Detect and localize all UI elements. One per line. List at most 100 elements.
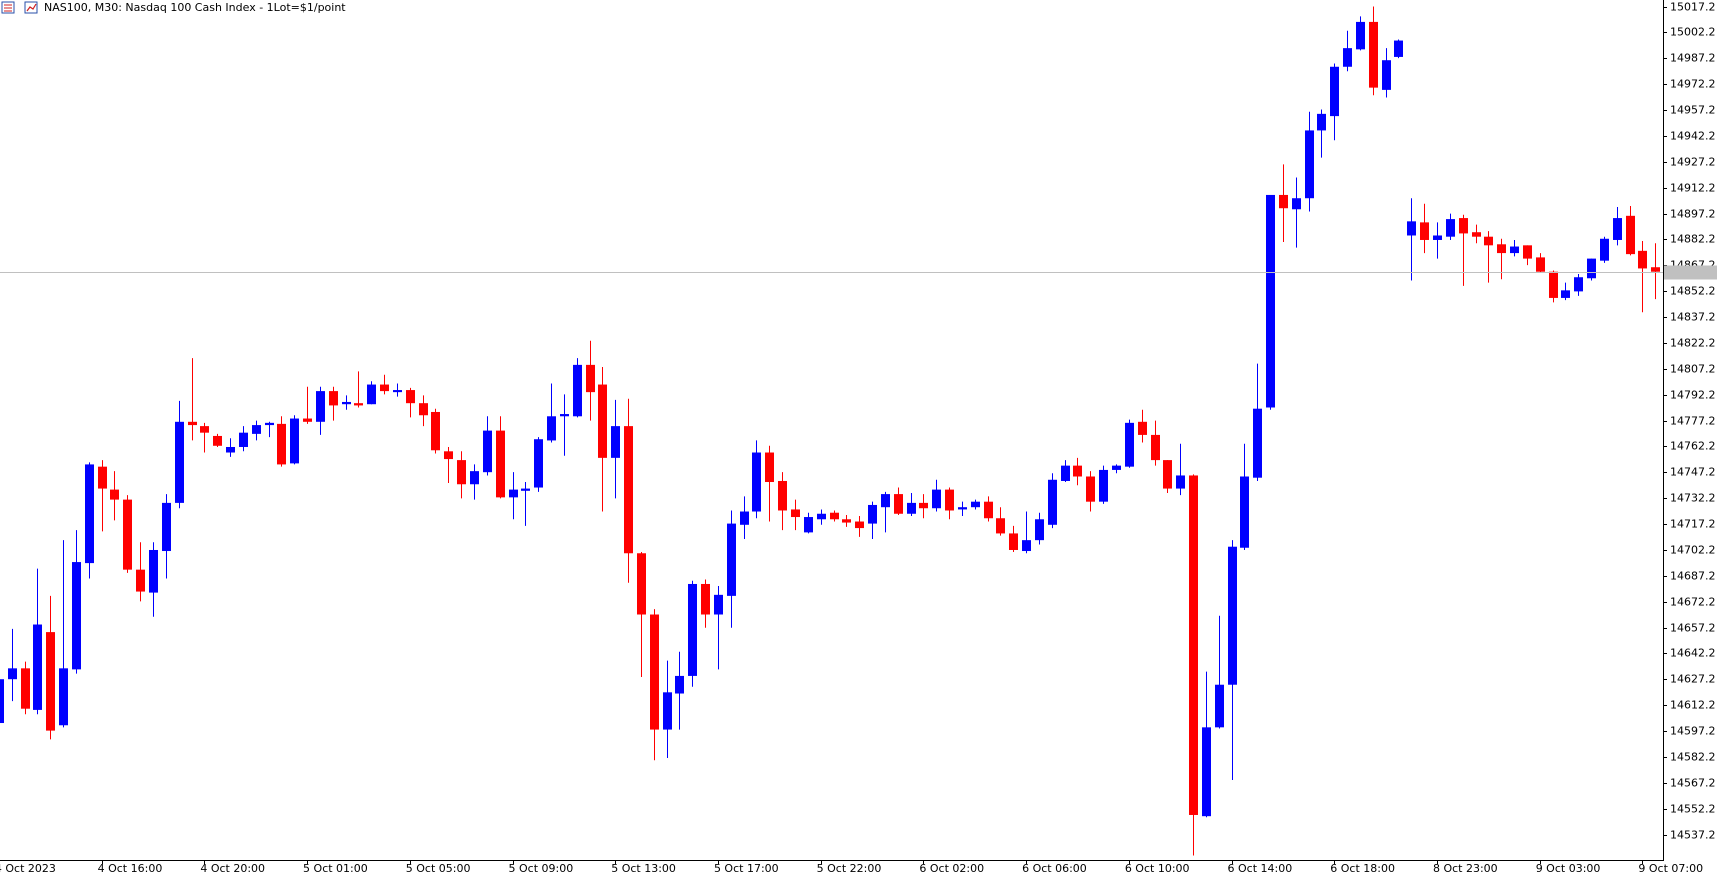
candle-body: [419, 403, 428, 416]
candle-body: [1446, 219, 1455, 237]
candle-body: [1561, 290, 1570, 298]
candle-body: [611, 426, 620, 458]
candle-body: [560, 414, 569, 417]
candle-body: [457, 460, 466, 485]
x-tick-label: 6 Oct 18:00: [1330, 862, 1395, 875]
candle-body: [534, 439, 543, 488]
candle-body: [1305, 130, 1314, 199]
candle-body: [1228, 546, 1237, 685]
candle-body: [573, 364, 582, 417]
candle-body: [1343, 48, 1352, 67]
candle-body: [1651, 267, 1660, 272]
candle-body: [496, 430, 505, 498]
candle-body: [329, 391, 338, 406]
candle-body: [239, 432, 248, 447]
x-tick-label: 6 Oct 10:00: [1125, 862, 1190, 875]
candle-body: [1138, 421, 1147, 435]
candle-body: [342, 401, 351, 405]
candle-body: [1061, 465, 1070, 481]
candle-body: [380, 384, 389, 392]
x-tick-label: 6 Oct 02:00: [919, 862, 984, 875]
candle-body: [714, 594, 723, 615]
y-tick-label: 14747.2: [1670, 466, 1716, 479]
x-tick-label: 6 Oct 06:00: [1022, 862, 1087, 875]
candle-body: [547, 416, 556, 441]
y-tick-label: 14987.2: [1670, 52, 1716, 65]
x-tick-label: 9 Oct 03:00: [1536, 862, 1601, 875]
y-tick-label: 14957.2: [1670, 104, 1716, 117]
candle-body: [765, 452, 774, 483]
candle-body: [59, 668, 68, 726]
candle-body: [1240, 476, 1249, 548]
candle-body: [624, 426, 633, 554]
candle-body: [778, 480, 787, 511]
candle-body: [290, 418, 299, 464]
candle-body: [303, 418, 312, 422]
y-tick-label: 14942.2: [1670, 130, 1716, 143]
x-tick-label: 5 Oct 01:00: [303, 862, 368, 875]
candle-body: [1420, 222, 1429, 240]
y-tick-label: 14582.2: [1670, 751, 1716, 764]
candle-body: [1613, 218, 1622, 240]
candle-body: [868, 504, 877, 524]
candle-body: [1382, 60, 1391, 90]
candle-body: [1433, 235, 1442, 240]
x-tick-label: 8 Oct 23:00: [1433, 862, 1498, 875]
y-tick-label: 14912.2: [1670, 182, 1716, 195]
candle-body: [1484, 236, 1493, 246]
candle-body: [1151, 434, 1160, 461]
candle-body: [431, 411, 440, 451]
chart-title: NAS100, M30: Nasdaq 100 Cash Index - 1Lo…: [44, 1, 346, 14]
candle-body: [1356, 21, 1365, 50]
candle-body: [354, 403, 363, 406]
y-tick-label: 14612.2: [1670, 699, 1716, 712]
candle-body: [175, 421, 184, 503]
candle-body: [1394, 40, 1403, 57]
candle-body: [46, 632, 55, 731]
candle-body: [0, 679, 4, 724]
x-tick-label: 5 Oct 22:00: [817, 862, 882, 875]
icon-chart-line: [26, 3, 37, 12]
plot-area: [0, 6, 1663, 856]
candle-body: [817, 513, 826, 520]
candle-body: [1279, 194, 1288, 209]
y-tick-label: 14927.2: [1670, 156, 1716, 169]
candle-body: [1626, 215, 1635, 255]
candle-body: [919, 502, 928, 509]
candle-body: [33, 624, 42, 710]
candle-body: [483, 430, 492, 473]
candle-body: [1163, 460, 1172, 489]
candle-body: [1176, 475, 1185, 489]
candle-body: [1086, 476, 1095, 502]
candle-body: [958, 507, 967, 510]
candle-body: [123, 499, 132, 570]
candle-body: [1523, 245, 1532, 259]
candle-body: [1510, 246, 1519, 254]
candle-body: [881, 494, 890, 508]
candle-body: [470, 471, 479, 485]
candle-body: [637, 553, 646, 615]
candle-body: [1459, 218, 1468, 234]
x-tick-label: 4 Oct 2023: [0, 862, 56, 875]
candle-body: [791, 509, 800, 518]
y-tick-label: 14717.2: [1670, 518, 1716, 531]
candle-body: [855, 521, 864, 529]
candle-body: [85, 464, 94, 564]
x-tick-label: 5 Oct 09:00: [509, 862, 574, 875]
candle-body: [213, 435, 222, 446]
y-tick-label: 14672.2: [1670, 596, 1716, 609]
candle-body: [1099, 469, 1108, 502]
last-price-box: [1664, 265, 1717, 280]
candle-body: [21, 668, 30, 709]
candle-body: [945, 489, 954, 511]
candle-body: [1253, 408, 1262, 478]
y-tick-label: 14852.2: [1670, 285, 1716, 298]
candle-body: [1112, 465, 1121, 470]
candle-body: [586, 364, 595, 393]
candle-body: [830, 512, 839, 520]
candle-body: [98, 466, 107, 489]
candle-body: [136, 569, 145, 592]
candle-body: [701, 583, 710, 615]
candle-body: [727, 523, 736, 596]
